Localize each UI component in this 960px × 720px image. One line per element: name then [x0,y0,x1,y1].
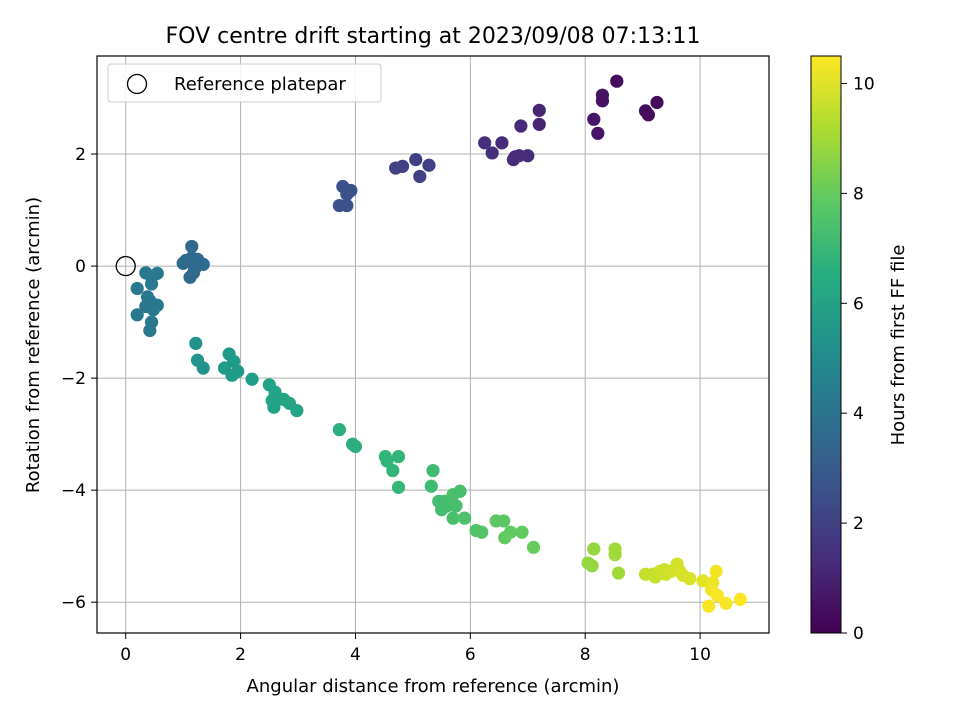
legend-box [107,63,382,103]
data-point [189,336,203,350]
data-point [144,277,159,291]
legend-entry-reference: Reference platepar [174,74,346,95]
data-point [391,449,406,464]
data-point [611,566,626,580]
data-point [413,169,427,184]
data-point [183,270,197,284]
data-point [710,588,724,603]
data-point [130,308,144,322]
data-point [332,423,346,437]
axis-ticks: 0 2 4 6 8 10 −6 −4 −2 0 2 [61,145,711,665]
legend-marker-reference [126,73,148,95]
x-tick-label: 10 [689,645,711,665]
x-tick-label: 0 [120,645,131,665]
x-tick-label: 4 [350,645,361,665]
data-point [683,572,697,586]
x-tick-label: 8 [580,645,591,665]
data-point [709,564,723,578]
data-point [227,354,241,368]
data-point [449,499,463,513]
data-point [424,479,438,493]
data-point [453,484,467,498]
y-tick-label: −2 [61,369,86,389]
data-point [446,511,460,525]
data-point [503,525,518,539]
data-point [526,540,541,554]
data-point [389,161,403,175]
data-point [733,592,747,606]
data-point [532,103,546,117]
data-point [340,187,354,201]
data-point [495,136,509,150]
data-point [196,361,210,375]
data-point [641,108,655,122]
data-point [422,158,436,172]
legend: Reference platepar [107,63,382,103]
data-point [130,281,144,296]
x-tick-label: 6 [465,645,476,665]
data-point [591,126,605,140]
y-tick-label: 2 [75,145,86,165]
colorbar-tick-label: 0 [853,624,864,644]
y-tick-label: −4 [61,481,86,501]
data-point [340,198,354,213]
data-point [245,372,259,386]
chart-title: FOV centre drift starting at 2023/09/08 … [166,24,701,49]
colorbar-tick-label: 8 [853,184,864,204]
grid [97,56,769,633]
data-point [391,480,406,494]
data-point [650,95,664,110]
data-point [478,136,492,150]
colorbar-tick-label: 10 [853,74,875,94]
x-tick-label: 2 [235,645,246,665]
data-point [514,119,528,133]
data-point [608,547,622,562]
data-point [521,149,535,163]
y-axis-label: Rotation from reference (arcmin) [23,197,44,493]
data-point [719,596,733,610]
x-axis-label: Angular distance from reference (arcmin) [247,676,620,697]
y-tick-label: −6 [61,593,86,613]
y-tick-label: 0 [75,257,86,277]
data-point [595,94,610,108]
colorbar-ticks: 0 2 4 6 8 10 [841,74,875,644]
data-point [225,368,239,382]
data-point [267,400,281,414]
colorbar [810,55,842,634]
data-point [485,146,499,160]
data-point [585,559,599,573]
colorbar-tick-label: 6 [853,294,864,314]
data-point [348,439,363,454]
data-point [515,525,529,539]
data-point [176,256,190,270]
data-point [457,511,472,525]
data-point [587,542,601,556]
colorbar-label: Hours from first FF file [888,245,909,446]
reference-platepar-marker [115,255,136,277]
colorbar-tick-label: 4 [853,404,864,424]
data-point [587,112,601,126]
data-point [185,239,199,254]
data-point [702,599,716,613]
data-point [386,463,400,478]
data-point [475,525,489,539]
data-point [290,404,304,418]
scatter-points [115,74,747,613]
data-point [508,150,522,164]
data-point [146,303,160,317]
data-point [532,117,546,131]
data-point [380,454,394,468]
data-point [426,463,440,478]
data-point [143,323,157,338]
colorbar-tick-label: 2 [853,514,864,534]
data-point [696,574,710,588]
data-point [610,74,624,88]
data-point [409,153,423,167]
data-point [497,514,511,528]
plot-frame [96,55,770,634]
